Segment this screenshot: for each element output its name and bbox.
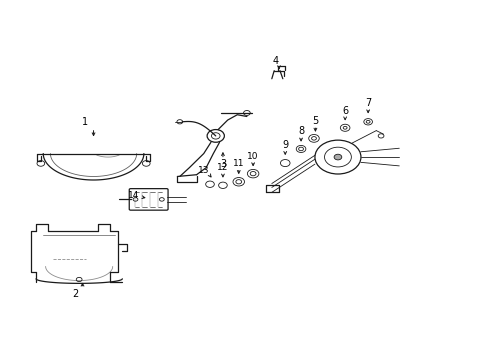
Text: 9: 9	[282, 140, 288, 150]
Text: 11: 11	[232, 158, 244, 167]
Text: 14: 14	[127, 192, 139, 201]
Text: 8: 8	[297, 126, 304, 136]
Text: 13: 13	[198, 166, 209, 175]
Text: 10: 10	[247, 152, 258, 161]
Text: 5: 5	[312, 116, 318, 126]
Text: 12: 12	[217, 163, 228, 172]
Text: 2: 2	[73, 289, 79, 298]
Text: 4: 4	[272, 56, 278, 66]
Circle shape	[333, 154, 341, 160]
Text: 1: 1	[82, 117, 88, 127]
Text: 6: 6	[342, 106, 347, 116]
Text: 3: 3	[220, 159, 225, 169]
Text: 7: 7	[364, 98, 370, 108]
